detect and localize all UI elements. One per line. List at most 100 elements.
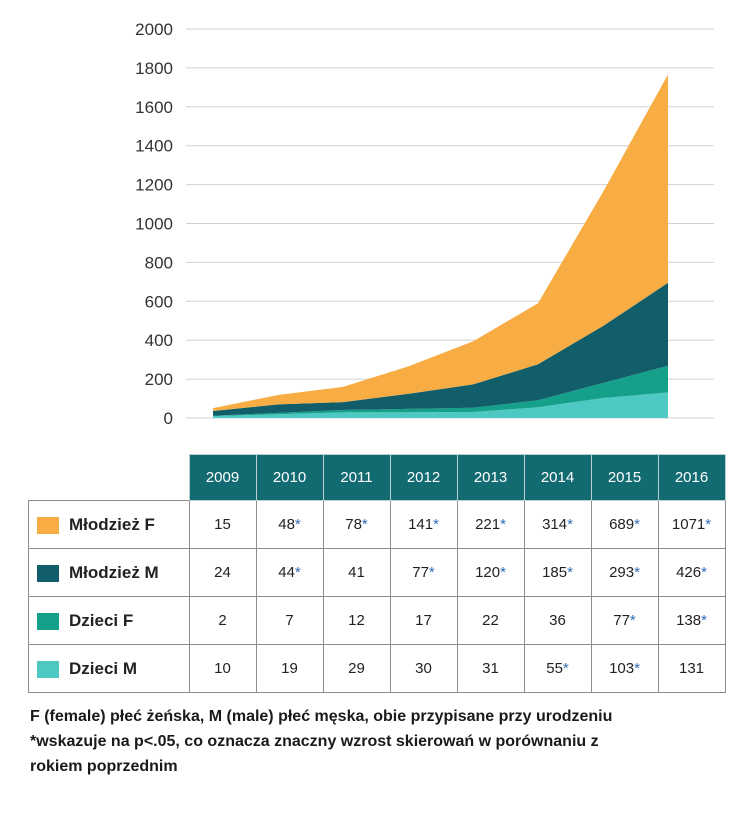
cell-value: 55 (546, 660, 563, 677)
cell-value: 29 (348, 660, 365, 677)
data-cell: 24 (188, 548, 257, 597)
legend-swatch-mf (37, 516, 59, 534)
y-tick-label: 2000 (135, 20, 173, 39)
significance-marker: * (701, 564, 707, 581)
cell-value: 48 (278, 516, 295, 533)
table-header-row: 2009 2010 2011 2012 2013 2014 2015 2016 (28, 454, 726, 501)
row-label: Dzieci M (69, 658, 138, 678)
significance-marker: * (634, 660, 640, 677)
y-tick-label: 200 (145, 370, 173, 389)
data-cell: 138* (657, 596, 726, 645)
stacked-areas (213, 74, 668, 418)
y-tick-label: 400 (145, 331, 173, 350)
significance-marker: * (562, 660, 569, 677)
year-header-2015: 2015 (590, 454, 659, 501)
row-label: Dzieci F (69, 610, 134, 630)
data-cell: 15 (188, 500, 257, 549)
significance-marker: * (500, 516, 506, 533)
cell-value: 77 (613, 612, 630, 629)
data-cell: 22 (456, 596, 525, 645)
cell-value: 689 (609, 516, 635, 533)
year-header-2016: 2016 (657, 454, 726, 501)
year-header-2010: 2010 (255, 454, 324, 501)
y-tick-label: 1200 (135, 176, 173, 195)
data-cell: 12 (322, 596, 391, 645)
significance-marker: * (500, 564, 506, 581)
legend-swatch-dm (37, 660, 59, 678)
y-tick-label: 1400 (135, 137, 173, 156)
data-cell: 55* (523, 644, 592, 693)
cell-value: 141 (408, 516, 434, 533)
significance-marker: * (361, 516, 368, 533)
year-header-2009: 2009 (188, 454, 257, 501)
area-dm (213, 392, 668, 418)
data-cell: 120* (456, 548, 525, 597)
significance-marker: * (567, 564, 573, 581)
cell-value: 78 (345, 516, 362, 533)
data-cell: 293* (590, 548, 659, 597)
table-row-dm: Dzieci M 10 19 29 30 31 55* 103* 131 (28, 644, 726, 693)
footnote-line-3: rokiem poprzednim (30, 758, 178, 775)
data-cell: 141* (389, 500, 458, 549)
row-label: Młodzież M (69, 562, 159, 582)
significance-marker: * (634, 564, 640, 581)
data-cell: 689* (590, 500, 659, 549)
cell-value: 30 (415, 660, 432, 677)
year-header-2011: 2011 (322, 454, 391, 501)
significance-marker: * (701, 612, 707, 629)
data-cell: 44* (255, 548, 324, 597)
data-cell: 426* (657, 548, 726, 597)
data-cell: 30 (389, 644, 458, 693)
data-cell: 29 (322, 644, 391, 693)
cell-value: 15 (214, 516, 231, 533)
table-corner (28, 454, 189, 501)
row-label-cell: Dzieci F (28, 596, 190, 645)
data-cell: 78* (322, 500, 391, 549)
area-mf (213, 74, 668, 411)
data-cell: 10 (188, 644, 257, 693)
cell-value: 12 (348, 612, 365, 629)
year-header-2012: 2012 (389, 454, 458, 501)
cell-value: 19 (281, 660, 298, 677)
footnote-line-1: F (female) płeć żeńska, M (male) płeć mę… (30, 708, 613, 725)
significance-marker: * (294, 564, 301, 581)
data-cell: 48* (255, 500, 324, 549)
data-cell: 221* (456, 500, 525, 549)
cell-value: 24 (214, 564, 231, 581)
significance-marker: * (705, 516, 712, 533)
significance-marker: * (433, 516, 439, 533)
cell-value: 1071 (671, 516, 706, 533)
data-cell: 41 (322, 548, 391, 597)
data-cell: 103* (590, 644, 659, 693)
cell-value: 103 (609, 660, 635, 677)
cell-value: 138 (676, 612, 702, 629)
year-header-2013: 2013 (456, 454, 525, 501)
cell-value: 221 (475, 516, 501, 533)
y-tick-label: 1800 (135, 59, 173, 78)
data-cell: 17 (389, 596, 458, 645)
cell-value: 10 (214, 660, 231, 677)
footnote-line-2: *wskazuje na p<.05, co oznacza znaczny w… (30, 733, 599, 750)
significance-marker: * (294, 516, 301, 533)
legend-swatch-mm (37, 564, 59, 582)
data-table: 2009 2010 2011 2012 2013 2014 2015 2016 Młodzie… (28, 454, 726, 693)
cell-value: 17 (415, 612, 432, 629)
data-cell: 185* (523, 548, 592, 597)
data-cell: 36 (523, 596, 592, 645)
significance-marker: * (629, 612, 636, 629)
cell-value: 120 (475, 564, 501, 581)
table-row-mm: Młodzież M 24 44* 41 77* 120* 185* 293* 426* (28, 548, 726, 597)
data-cell: 31 (456, 644, 525, 693)
row-label-cell: Dzieci M (28, 644, 190, 693)
data-cell: 77* (590, 596, 659, 645)
significance-marker: * (428, 564, 435, 581)
area-mm (213, 282, 668, 416)
cell-value: 31 (482, 660, 499, 677)
y-tick-label: 0 (164, 409, 173, 428)
cell-value: 7 (285, 612, 294, 629)
data-cell: 2 (188, 596, 257, 645)
cell-value: 131 (678, 660, 705, 677)
y-tick-label: 800 (145, 253, 173, 272)
cell-value: 293 (609, 564, 635, 581)
